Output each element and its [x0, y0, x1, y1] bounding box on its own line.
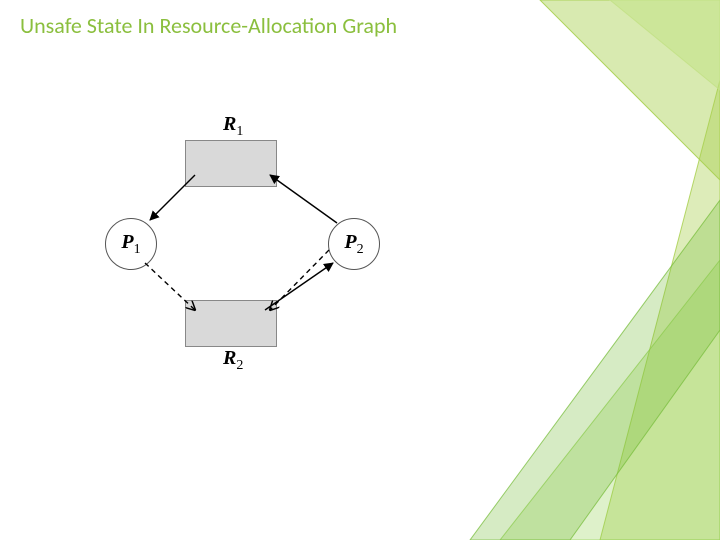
decor-leaf	[600, 80, 720, 540]
decor-leaf	[610, 0, 720, 90]
resource-allocation-graph: R1 R2 P1 P2	[105, 105, 405, 385]
decor-leaf	[470, 200, 720, 540]
decor-leaf	[540, 0, 720, 180]
slide-title: Unsafe State In Resource-Allocation Grap…	[20, 12, 397, 39]
graph-edges	[105, 105, 405, 385]
edge-R1-P1	[150, 175, 195, 220]
edge-R2-P2	[265, 263, 333, 310]
title-text: Unsafe State In Resource-Allocation Grap…	[20, 12, 397, 39]
edge-P2-R1	[270, 175, 337, 223]
decor-leaf	[500, 260, 720, 540]
edge-P1-R2	[145, 263, 195, 310]
